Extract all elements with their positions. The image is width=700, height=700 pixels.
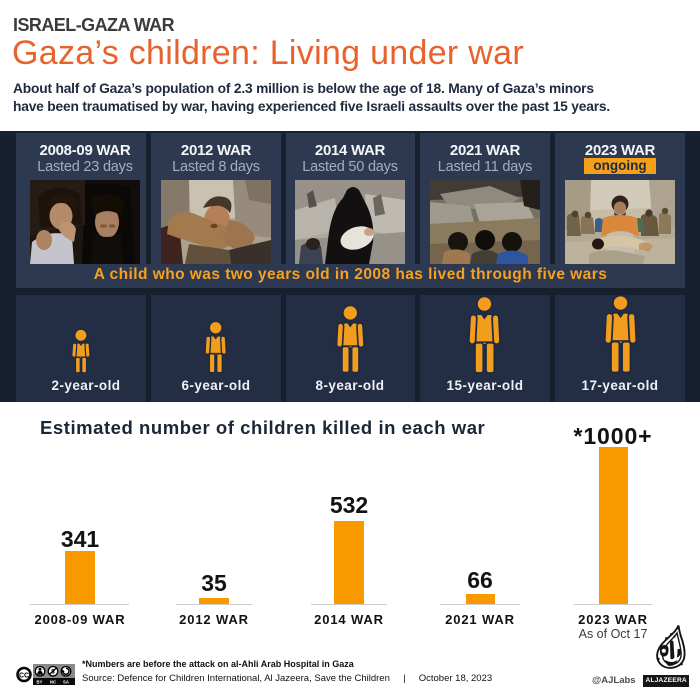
svg-text:BY: BY <box>37 680 43 685</box>
svg-text:SA: SA <box>63 680 69 685</box>
svg-text:CC: CC <box>19 672 29 679</box>
svg-text:$: $ <box>51 670 55 676</box>
svg-text:NC: NC <box>50 680 56 685</box>
